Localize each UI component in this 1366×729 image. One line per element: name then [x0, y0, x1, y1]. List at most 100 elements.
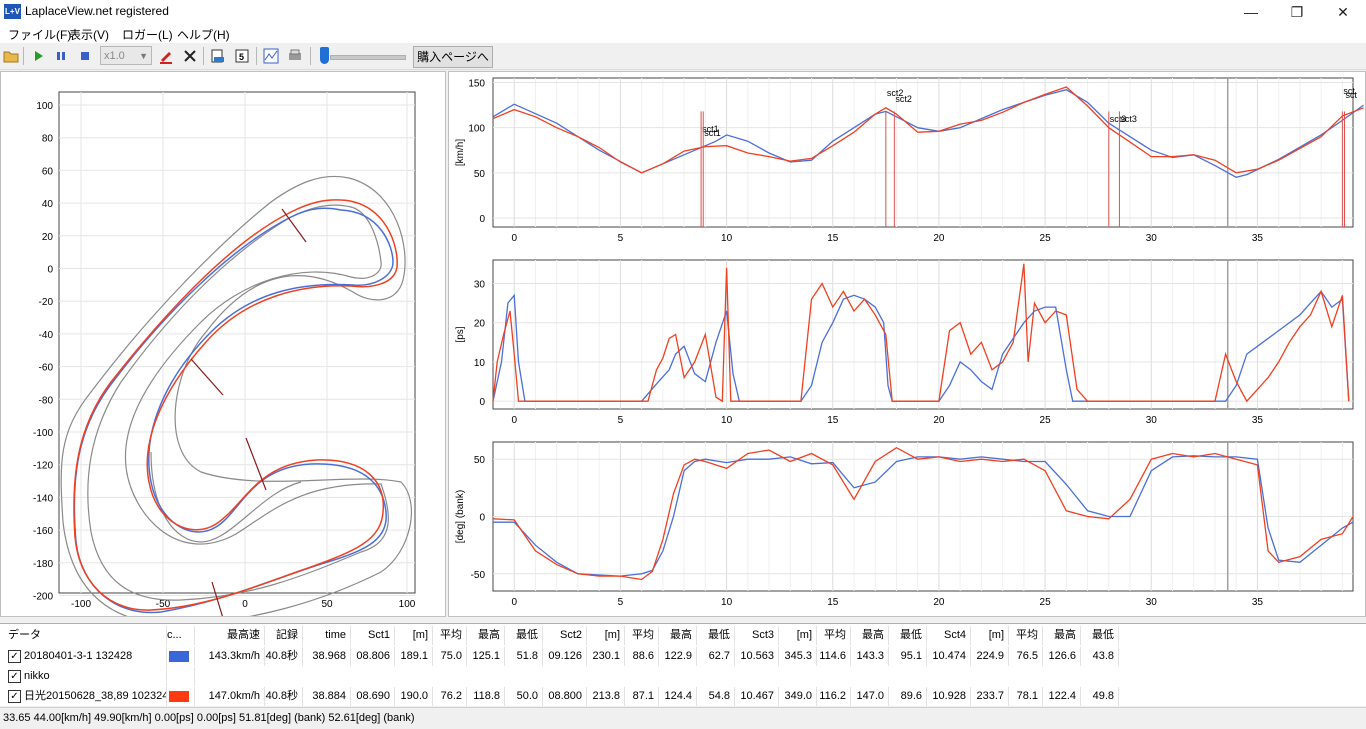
table-header-cell[interactable]: 最低 — [1081, 626, 1119, 645]
minimize-button[interactable]: — — [1244, 4, 1258, 20]
stop-icon[interactable] — [76, 47, 94, 65]
table-cell: 126.6 — [1043, 647, 1081, 666]
table-cell: 50.0 — [505, 687, 543, 706]
bank-x-tick: 20 — [933, 597, 945, 608]
row-color-cell[interactable] — [167, 667, 195, 686]
table-cell: 08.690 — [351, 687, 395, 706]
color-swatch[interactable] — [169, 651, 189, 662]
menu-help[interactable]: ヘルプ(H) — [177, 28, 230, 42]
table-header-cell[interactable]: [m] — [587, 626, 625, 645]
ps-x-tick: 0 — [511, 415, 517, 426]
table-cell: 213.8 — [587, 687, 625, 706]
table-header-cell[interactable]: Sct2 — [543, 626, 587, 645]
play-icon[interactable] — [29, 47, 47, 65]
delete-icon[interactable] — [181, 47, 199, 65]
table-header-cell[interactable]: 最高 — [467, 626, 505, 645]
table-cell: 190.0 — [395, 687, 433, 706]
bank-chart[interactable]: 0 5 10 15 20 25 30 35 50 0 -50 [deg] (bank) — [449, 436, 1365, 616]
table-header-cell[interactable]: 記録 — [265, 626, 303, 645]
speed-y-tick: 100 — [468, 124, 485, 135]
speed-series-red — [492, 86, 1364, 174]
table-header-cell[interactable]: 最高 — [1043, 626, 1081, 645]
table-header-cell[interactable]: 最高速 — [195, 626, 265, 645]
table-header-cell[interactable]: [m] — [395, 626, 433, 645]
table-header-cell[interactable]: Sct3 — [735, 626, 779, 645]
map-y-tick: -140 — [33, 493, 53, 504]
table-header-cell[interactable]: 平均 — [1009, 626, 1043, 645]
pause-icon[interactable] — [52, 47, 70, 65]
table-header-cell[interactable]: 最低 — [505, 626, 543, 645]
close-button[interactable]: ✕ — [1337, 4, 1349, 20]
table-header-cell[interactable]: Sct4 — [927, 626, 971, 645]
table-header-cell[interactable]: Sct1 — [351, 626, 395, 645]
speed-x-tick: 10 — [721, 233, 733, 244]
speed-series-blue — [492, 89, 1364, 178]
bank-x-tick: 0 — [511, 597, 517, 608]
table-header-cell[interactable]: [m] — [779, 626, 817, 645]
map-y-tick: -160 — [33, 526, 53, 537]
map-y-tick: -120 — [33, 461, 53, 472]
sector-marker-label: sct1 — [704, 128, 721, 138]
menu-view[interactable]: 表示(V) — [69, 28, 109, 42]
table-header-cell[interactable]: 平均 — [817, 626, 851, 645]
menu-file[interactable]: ファイル(F) — [8, 28, 72, 42]
bank-x-tick: 30 — [1146, 597, 1158, 608]
table-header-cell[interactable]: 最高 — [851, 626, 889, 645]
map-y-tick: -20 — [39, 297, 54, 308]
map-y-tick: -60 — [39, 363, 54, 374]
ps-chart[interactable]: 0 5 10 15 20 25 30 35 30 20 10 0 [ps] — [449, 254, 1365, 434]
pen-icon[interactable] — [157, 47, 175, 65]
table-cell: 49.8 — [1081, 687, 1119, 706]
sector-marker-label: sct3 — [1110, 114, 1127, 124]
table-cell: 87.1 — [625, 687, 659, 706]
table-header-cell[interactable]: 最高 — [659, 626, 697, 645]
table-row[interactable]: 20180401-3-1 132428 ✓ 143.3km/h 40.8秒 38.968… — [0, 647, 1142, 666]
row-color-cell[interactable] — [167, 687, 195, 706]
table-header-cell[interactable]: データ — [0, 626, 167, 645]
track-map-panel[interactable]: 100 80 60 40 20 0 -20 -40 -60 -80 -100 -120 -140 -160… — [0, 71, 446, 629]
bank-y-tick: -50 — [471, 570, 486, 581]
svg-text:5: 5 — [239, 52, 244, 62]
playback-speed-select[interactable]: x1.0 ▼ — [100, 46, 152, 65]
playback-slider-track[interactable] — [330, 55, 406, 60]
sector-line-2 — [190, 358, 224, 396]
table-header-cell[interactable]: 平均 — [433, 626, 467, 645]
map-x-tick: -50 — [156, 599, 171, 610]
buy-page-button[interactable]: 購入ページへ — [413, 46, 493, 68]
app-icon: L+V — [4, 4, 21, 19]
sector-marker-label: sct2 — [887, 88, 904, 98]
table-header-cell[interactable]: [m] — [971, 626, 1009, 645]
table-cell: 95.1 — [889, 647, 927, 666]
speed-y-label: [km/h] — [455, 139, 466, 166]
row-visible-checkbox[interactable]: ✓ — [8, 690, 21, 703]
track-map-chart[interactable]: 100 80 60 40 20 0 -20 -40 -60 -80 -100 -120 -140 -160… — [1, 72, 445, 629]
toolbar-separator — [256, 47, 257, 65]
menu-logger[interactable]: ロガー(L) — [122, 28, 173, 42]
print-icon[interactable] — [286, 47, 304, 65]
table-cell: 122.9 — [659, 647, 697, 666]
table-header-cell[interactable]: 平均 — [625, 626, 659, 645]
table-row[interactable]: 日光20150628_38,89 102324 ✓ 147.0km/h 40.8秒 38… — [0, 687, 1142, 706]
table-cell: 10.467 — [735, 687, 779, 706]
export-icon[interactable] — [209, 47, 227, 65]
map-x-tick: -100 — [71, 599, 91, 610]
row-visible-checkbox[interactable]: ✓ — [8, 650, 21, 663]
table-header-cell[interactable]: 最低 — [889, 626, 927, 645]
playback-slider-thumb[interactable] — [320, 47, 329, 64]
table-header-cell[interactable]: 最低 — [697, 626, 735, 645]
table-cell: 118.8 — [467, 687, 505, 706]
row-color-cell[interactable] — [167, 647, 195, 666]
color-swatch[interactable] — [169, 691, 189, 702]
sector-icon[interactable]: 5 — [233, 47, 251, 65]
open-folder-icon[interactable] — [2, 47, 20, 65]
ps-y-label: [ps] — [455, 326, 466, 342]
table-cell: 08.806 — [351, 647, 395, 666]
chart-icon[interactable] — [262, 47, 280, 65]
table-header-cell[interactable]: time — [303, 626, 351, 645]
table-row[interactable]: nikko ✓ — [0, 667, 1142, 686]
bank-x-tick: 15 — [827, 597, 839, 608]
table-header-cell[interactable]: c... — [167, 626, 195, 645]
row-visible-checkbox[interactable]: ✓ — [8, 670, 21, 683]
maximize-button[interactable]: ❐ — [1290, 4, 1304, 20]
